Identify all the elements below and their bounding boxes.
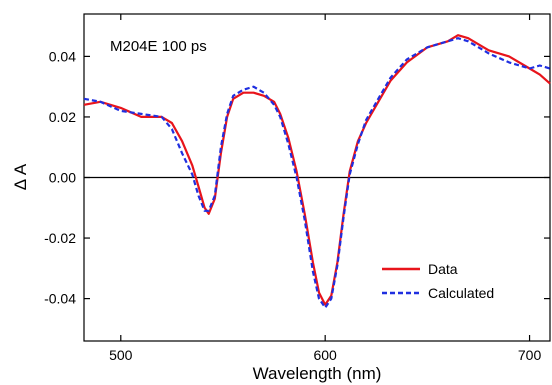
y-axis-label: Δ A [11,163,30,190]
series-line-data [83,34,551,306]
plot-layer: 500 600 700 0.04 0.02 0.00 -0.02 -0.04 [44,13,551,363]
legend: Data Calculated [382,261,494,301]
legend-label-calculated: Calculated [428,285,494,301]
y-tick-label: -0.04 [44,291,76,307]
x-axis-label: Wavelength (nm) [253,364,382,383]
y-tick-label: -0.02 [44,230,76,246]
y-tick-label: 0.02 [49,109,76,125]
x-tick-label: 500 [109,347,133,363]
series-line-calculated [83,37,551,309]
y-tick-label: 0.04 [49,48,76,64]
x-tick-label: 700 [518,347,542,363]
x-tick-label: 600 [313,347,337,363]
chart-annotation: M204E 100 ps [110,38,207,55]
y-tick-label: 0.00 [49,170,76,186]
legend-label-data: Data [428,261,458,277]
